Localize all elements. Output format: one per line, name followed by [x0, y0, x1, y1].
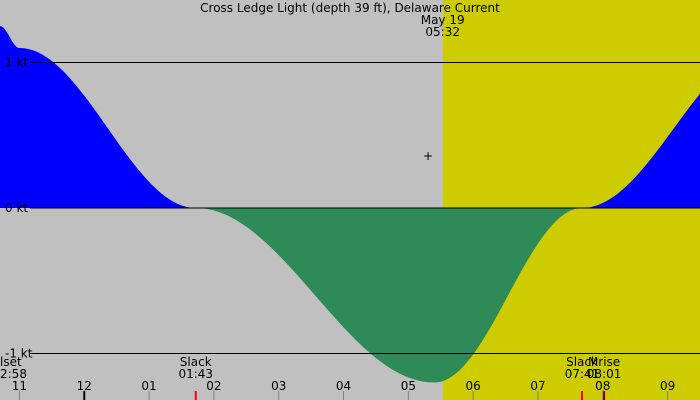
event-label: Slack [180, 355, 212, 369]
y-gridlines: 1 kt 0 kt -1 kt [5, 56, 700, 360]
top-date-label: May 19 [421, 13, 465, 27]
hour-tick-label: 07 [530, 379, 545, 393]
hour-tick-label: 12 [77, 379, 92, 393]
event-label: lset [0, 355, 22, 369]
bottom-event-labels: lset2:58Slack01:43Slack07:41Mrise08:01Sl… [0, 355, 622, 381]
hour-axis: 11 12 01 02 03 04 05 06 07 08 09 [12, 379, 675, 400]
event-time: 08:01 [587, 367, 622, 381]
y-tick-label: -1 kt [5, 346, 33, 360]
y-tick-label: 0 kt [5, 201, 28, 215]
event-time: 07:41 [565, 367, 600, 381]
top-time-label: 05:32 [425, 25, 460, 39]
current-curve [0, 26, 700, 383]
hour-tick-label: 08 [595, 379, 610, 393]
hour-tick-label: 01 [141, 379, 156, 393]
hour-tick-label: 03 [271, 379, 286, 393]
hour-tick-label: 09 [660, 379, 675, 393]
event-label: Mrise [588, 355, 620, 369]
hour-tick-label: 06 [466, 379, 481, 393]
event-label: Slack [566, 355, 598, 369]
flood-lobe-4 [586, 93, 700, 208]
ebb-lobe-2 [201, 208, 582, 383]
hour-tick-label: 02 [206, 379, 221, 393]
event-time: 2:58 [0, 367, 27, 381]
hour-tick-label: 05 [401, 379, 416, 393]
flood-lobe-0 [0, 26, 196, 209]
hour-tick-label: 04 [336, 379, 351, 393]
hour-tick-label: 11 [12, 379, 27, 393]
chart-title: Cross Ledge Light (depth 39 ft), Delawar… [200, 1, 500, 15]
event-time: 01:43 [178, 367, 213, 381]
cursor-crosshair: + [423, 149, 433, 163]
y-tick-label: 1 kt [5, 56, 28, 70]
